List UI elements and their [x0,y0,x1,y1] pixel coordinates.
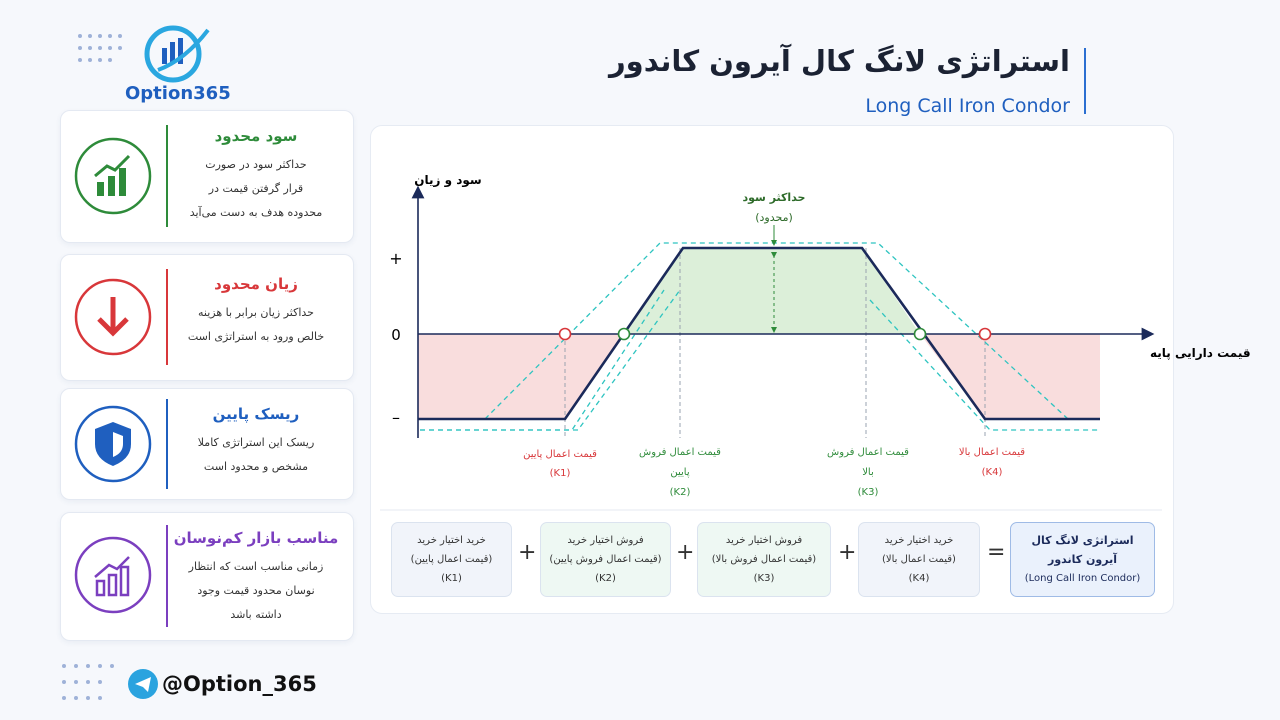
icon [74,405,152,483]
result-line: آیرون کاندور [1048,553,1117,566]
leg-action: فروش اختیار خرید [725,535,803,546]
strike-label: قیمت اعمال پایین [523,449,597,460]
card-title: سود محدود [214,127,298,145]
card: سود محدود حداکثر سود در صورت قرار گرفتن قی… [60,110,354,243]
x-axis-label: قیمت دارایی پایه [1150,346,1251,360]
y-level: + [389,249,402,268]
logo [78,25,210,83]
plus: + [676,540,695,565]
card-line: قرار گرفتن قیمت در [208,182,304,195]
separator [166,525,168,627]
dashed-profile [420,289,665,431]
payoff-line [418,246,1100,421]
leg-strike: (قیمت اعمال فروش پایین) [549,554,662,565]
icon [74,137,152,215]
leg-box: فروش اختیار خرید (قیمت اعمال فروش بالا) (K… [697,522,831,597]
max-profit-label: (محدود) [755,211,793,224]
y-level: 0 [391,326,401,344]
card: مناسب بازار کم‌نوسان زمانی مناسب است که ا… [60,512,354,641]
leg-code: (K3) [753,573,775,584]
card: ریسک پایین ریسک این استراتژی کاملا مشخص و … [60,388,354,500]
card: زیان محدود حداکثر زیان برابر با هزینه خالص… [60,254,354,381]
card-text: مناسب بازار کم‌نوسان زمانی مناسب است که ا… [171,529,341,627]
leg-code: (K2) [595,573,616,584]
subtitle: Long Call Iron Condor [865,95,1070,117]
leg-action: خرید اختیار خرید [417,535,486,546]
card-line: حداکثر زیان برابر با هزینه [198,306,314,319]
title: استراتژی لانگ کال آیرون کاندور [608,44,1070,78]
strike-label: قیمت اعمال فروش [639,447,721,458]
leg-action: فروش اختیار خرید [567,535,644,546]
card-line: زمانی مناسب است که انتظار [188,560,324,573]
card-text: زیان محدود حداکثر زیان برابر با هزینه خالص… [171,275,341,349]
profit-area [624,248,920,334]
icon [74,536,152,614]
strike-label: پایین [670,467,689,478]
card-title: زیان محدود [214,275,298,293]
loss-area [920,334,1100,419]
result-line: استراتژی لانگ کال [1031,534,1134,547]
breakeven-marker [617,327,631,341]
card-line: مشخص و محدود است [203,460,309,473]
telegram-icon [62,664,158,700]
breakeven-marker [558,327,572,341]
max-profit-label: حداکثر سود [743,191,806,204]
card-text: سود محدود حداکثر سود در صورت قرار گرفتن قی… [171,127,341,225]
y-axis-label: سود و زیان [414,173,481,188]
leg-box: فروش اختیار خرید (قیمت اعمال فروش پایین) (… [540,522,671,597]
card-line: محدوده هدف به دست می‌آید [189,206,323,219]
result-box: استراتژی لانگ کال آیرون کاندور (Long Call … [1010,522,1155,597]
header-rule [1084,48,1086,114]
separator [166,399,168,489]
card-text: ریسک پایین ریسک این استراتژی کاملا مشخص و … [171,405,341,479]
strike-guides [564,248,986,438]
card-title: مناسب بازار کم‌نوسان [173,529,339,547]
loss-area [418,334,624,419]
icon [74,278,152,356]
strike-code: (K3) [858,487,879,498]
plus: + [838,540,857,565]
leg-strike: (قیمت اعمال فروش بالا) [711,554,817,565]
strike-label: بالا [862,467,874,478]
handle: @Option_365 [162,672,317,696]
payoff-diagram: سود و زیان قیمت دارایی پایه + 0 – حداکثر… [380,173,1251,511]
leg-strike: (قیمت اعمال پایین) [410,554,493,565]
card-line: نوسان محدود قیمت وجود [197,584,315,597]
card-line: حداکثر سود در صورت [205,158,307,171]
strike-code: (K2) [670,487,691,498]
breakeven-marker [978,327,992,341]
plus: + [518,540,537,565]
result-line: (Long Call Iron Condor) [1024,573,1141,584]
dashed-profile [420,289,681,431]
strike-label: قیمت اعمال فروش [827,447,909,458]
leg-code: (K4) [908,573,930,584]
dashed-profile [869,299,1100,431]
breakeven-marker [913,327,927,341]
card-line: داشته باشد [230,608,282,621]
leg-box: خرید اختیار خرید (قیمت اعمال بالا) (K4) [858,522,980,597]
dashed-profile [484,242,1069,420]
leg-strike: (قیمت اعمال بالا) [882,554,956,565]
separator [166,269,168,365]
equals: = [987,540,1006,565]
strike-label: قیمت اعمال بالا [959,447,1025,458]
leg-box: خرید اختیار خرید (قیمت اعمال پایین) (K1) [391,522,512,597]
y-level: – [392,408,400,427]
leg-action: خرید اختیار خرید [884,535,954,546]
card-title: ریسک پایین [212,405,300,423]
separator [166,125,168,227]
card-line: ریسک این استراتژی کاملا [197,436,315,449]
card-line: خالص ورود به استراتژی است [187,330,325,343]
strike-code: (K4) [982,467,1003,478]
logo-text: Option365 [125,83,231,104]
strike-code: (K1) [550,468,571,479]
leg-code: (K1) [441,573,462,584]
